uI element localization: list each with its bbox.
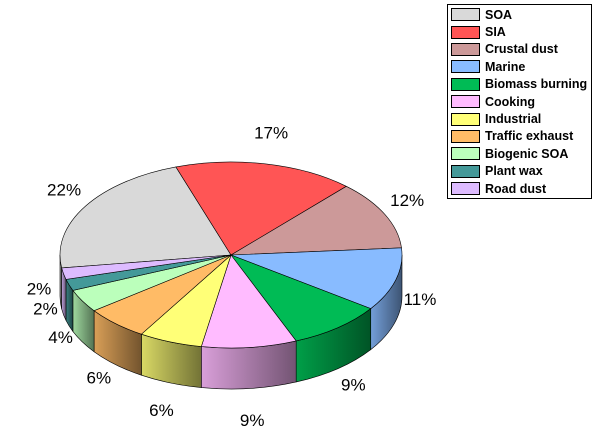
legend-item: Road dust <box>451 180 587 197</box>
legend: SOA SIA Crustal dust Marine Biomass burning C… <box>447 4 593 200</box>
legend-item: SOA <box>451 6 587 23</box>
slice-sia <box>175 161 347 256</box>
legend-label: SIA <box>485 25 506 40</box>
pct-label-marine: 11% <box>404 290 437 309</box>
legend-label: Road dust <box>485 181 547 196</box>
pct-label-crustal-dust: 12% <box>390 191 424 210</box>
pct-label-road-dust: 2% <box>27 279 52 298</box>
pct-label-soa: 22% <box>47 181 81 200</box>
pct-label-biomass-burning: 9% <box>341 376 366 395</box>
legend-item: Biomass burning <box>451 76 587 93</box>
slice-biomass-burning <box>230 254 372 342</box>
legend-swatch <box>451 147 480 161</box>
legend-item: Marine <box>451 58 587 75</box>
legend-swatch <box>451 164 480 178</box>
legend-item: Biogenic SOA <box>451 145 587 162</box>
slice-crustal-dust <box>230 185 402 256</box>
pct-label-cooking: 9% <box>240 411 265 426</box>
legend-label: Industrial <box>485 112 542 127</box>
pct-label-biogenic-soa: 4% <box>48 328 73 347</box>
legend-swatch <box>451 25 480 39</box>
legend-swatch <box>451 42 480 56</box>
legend-label: Biogenic SOA <box>485 146 569 161</box>
legend-swatch <box>451 95 480 109</box>
legend-item: Traffic exhaust <box>451 128 587 145</box>
legend-swatch <box>451 182 480 196</box>
legend-label: Plant wax <box>485 164 543 179</box>
legend-label: Cooking <box>485 94 535 109</box>
legend-item: Cooking <box>451 93 587 110</box>
legend-item: Industrial <box>451 110 587 127</box>
legend-item: Crustal dust <box>451 41 587 58</box>
pct-label-sia: 17% <box>254 124 288 143</box>
pct-label-industrial: 6% <box>149 401 174 420</box>
legend-item: SIA <box>451 23 587 40</box>
legend-label: Traffic exhaust <box>485 129 574 144</box>
legend-label: Biomass burning <box>485 77 588 92</box>
slice-soa <box>59 166 232 269</box>
slice-side-cooking <box>201 340 297 390</box>
pie-sides <box>59 254 403 390</box>
slice-marine <box>230 247 403 309</box>
legend-swatch <box>451 77 480 91</box>
pie-slices <box>59 161 403 349</box>
legend-swatch <box>451 129 480 143</box>
pct-label-plant-wax: 2% <box>33 300 58 319</box>
slice-cooking <box>200 254 297 349</box>
percent-labels: 22% 17% 12% 11% 9% 9% 6% 6% 4% 2% 2% <box>27 124 437 426</box>
legend-swatch <box>451 8 480 22</box>
legend-label: Crustal dust <box>485 42 558 57</box>
pct-label-traffic-exhaust: 6% <box>87 369 112 388</box>
legend-swatch <box>451 60 480 74</box>
legend-swatch <box>451 112 480 126</box>
legend-label: Marine <box>485 59 526 74</box>
slice-road-dust <box>61 254 232 280</box>
legend-item: Plant wax <box>451 163 587 180</box>
legend-label: SOA <box>485 7 513 22</box>
